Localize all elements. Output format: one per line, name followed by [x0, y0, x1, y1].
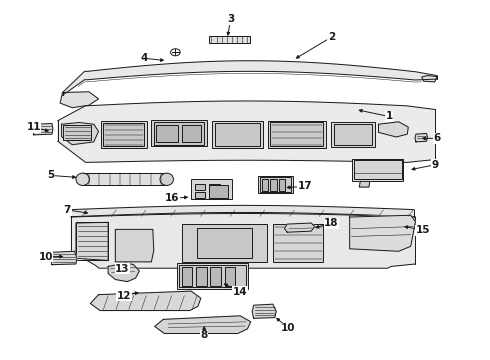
Text: 16: 16 — [165, 193, 179, 203]
Text: 6: 6 — [434, 133, 441, 143]
Text: 4: 4 — [141, 53, 148, 63]
Text: 5: 5 — [47, 170, 54, 180]
Text: 8: 8 — [200, 330, 208, 340]
Bar — [101, 121, 147, 148]
Polygon shape — [284, 223, 315, 232]
Bar — [191, 179, 232, 199]
Bar — [260, 177, 291, 192]
Bar — [215, 123, 260, 146]
Polygon shape — [155, 316, 251, 333]
Bar — [210, 267, 221, 286]
Bar — [151, 120, 207, 147]
Polygon shape — [50, 251, 77, 265]
Polygon shape — [63, 61, 437, 95]
Text: 7: 7 — [64, 205, 71, 215]
Bar — [195, 192, 205, 198]
Text: 12: 12 — [117, 291, 131, 301]
Text: 14: 14 — [233, 287, 247, 297]
Polygon shape — [71, 206, 414, 217]
Polygon shape — [359, 181, 370, 187]
Bar — [258, 176, 293, 193]
Ellipse shape — [160, 173, 173, 185]
Bar — [177, 263, 248, 289]
Text: 9: 9 — [431, 160, 438, 170]
Text: 2: 2 — [328, 32, 335, 42]
Ellipse shape — [76, 173, 89, 185]
Bar — [353, 160, 401, 179]
Bar — [196, 267, 207, 286]
Bar — [154, 122, 204, 145]
Bar — [352, 159, 403, 181]
Polygon shape — [422, 76, 437, 82]
Text: 13: 13 — [115, 264, 130, 274]
Bar — [209, 36, 250, 43]
Bar — [209, 184, 220, 190]
Text: 10: 10 — [281, 323, 295, 333]
Text: 10: 10 — [39, 252, 53, 262]
Text: 18: 18 — [324, 218, 339, 228]
Polygon shape — [378, 122, 408, 137]
Polygon shape — [90, 291, 201, 311]
Bar — [209, 185, 228, 198]
Polygon shape — [76, 222, 108, 260]
Bar — [212, 121, 263, 148]
Bar — [64, 125, 91, 140]
Bar — [197, 228, 252, 258]
Text: 11: 11 — [26, 122, 41, 132]
Polygon shape — [71, 213, 416, 268]
Bar — [195, 184, 205, 190]
Bar — [273, 224, 323, 262]
Polygon shape — [62, 122, 98, 145]
Bar — [331, 122, 375, 147]
Bar — [179, 265, 246, 287]
Polygon shape — [33, 123, 53, 135]
Bar — [182, 267, 192, 286]
Bar — [182, 224, 267, 262]
Polygon shape — [58, 101, 435, 162]
Polygon shape — [115, 229, 154, 262]
Text: 1: 1 — [386, 112, 392, 121]
Text: 3: 3 — [227, 14, 234, 24]
Polygon shape — [350, 215, 416, 251]
Polygon shape — [60, 92, 98, 108]
Bar — [76, 222, 108, 260]
Bar — [268, 121, 326, 148]
Polygon shape — [415, 134, 427, 142]
Polygon shape — [252, 304, 276, 318]
Bar — [270, 179, 277, 191]
Bar — [182, 125, 201, 142]
Bar — [209, 192, 220, 198]
Polygon shape — [108, 263, 139, 282]
Bar — [103, 123, 144, 146]
Bar — [334, 123, 372, 145]
Bar — [270, 122, 323, 147]
Bar — [279, 179, 285, 191]
Bar — [83, 173, 167, 185]
Text: 17: 17 — [298, 181, 312, 192]
Bar — [262, 179, 268, 191]
Bar — [156, 125, 178, 142]
Text: 15: 15 — [416, 225, 430, 235]
Bar — [225, 267, 235, 286]
